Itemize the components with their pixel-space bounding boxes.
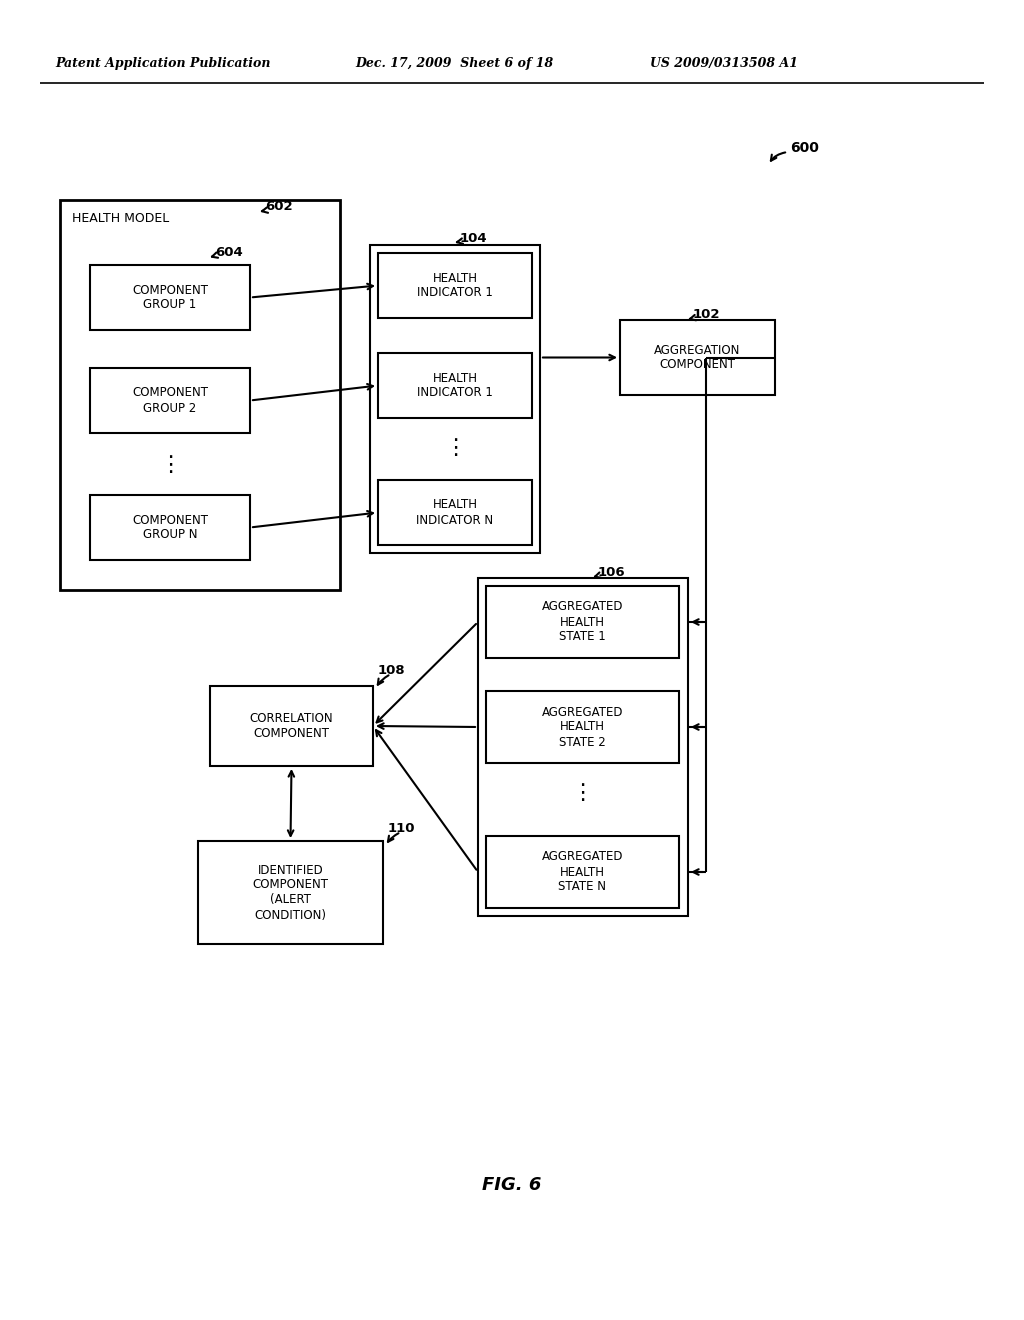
FancyBboxPatch shape xyxy=(486,836,679,908)
FancyBboxPatch shape xyxy=(370,246,540,553)
Text: ⋮: ⋮ xyxy=(159,455,181,475)
FancyBboxPatch shape xyxy=(90,368,250,433)
Text: 102: 102 xyxy=(693,309,721,322)
Text: HEALTH
INDICATOR 1: HEALTH INDICATOR 1 xyxy=(417,272,493,300)
Text: HEALTH MODEL: HEALTH MODEL xyxy=(72,211,169,224)
Text: ⋮: ⋮ xyxy=(443,438,466,458)
Text: 602: 602 xyxy=(265,201,293,214)
Text: AGGREGATED
HEALTH
STATE 2: AGGREGATED HEALTH STATE 2 xyxy=(542,705,624,748)
Text: 106: 106 xyxy=(598,565,626,578)
Text: COMPONENT
GROUP 2: COMPONENT GROUP 2 xyxy=(132,387,208,414)
Text: HEALTH
INDICATOR 1: HEALTH INDICATOR 1 xyxy=(417,371,493,400)
Text: AGGREGATED
HEALTH
STATE N: AGGREGATED HEALTH STATE N xyxy=(542,850,624,894)
FancyBboxPatch shape xyxy=(620,319,775,395)
FancyBboxPatch shape xyxy=(486,586,679,657)
Text: US 2009/0313508 A1: US 2009/0313508 A1 xyxy=(650,57,798,70)
Text: ⋮: ⋮ xyxy=(571,783,594,803)
FancyBboxPatch shape xyxy=(90,495,250,560)
FancyBboxPatch shape xyxy=(60,201,340,590)
FancyBboxPatch shape xyxy=(478,578,688,916)
FancyBboxPatch shape xyxy=(378,352,532,418)
Text: 604: 604 xyxy=(215,246,243,259)
FancyBboxPatch shape xyxy=(90,265,250,330)
Text: 104: 104 xyxy=(460,231,487,244)
Text: 110: 110 xyxy=(388,822,416,836)
FancyBboxPatch shape xyxy=(378,253,532,318)
Text: CORRELATION
COMPONENT: CORRELATION COMPONENT xyxy=(250,711,334,741)
FancyBboxPatch shape xyxy=(198,841,383,944)
Text: HEALTH
INDICATOR N: HEALTH INDICATOR N xyxy=(417,499,494,527)
Text: Patent Application Publication: Patent Application Publication xyxy=(55,57,270,70)
Text: 108: 108 xyxy=(378,664,406,677)
Text: AGGREGATED
HEALTH
STATE 1: AGGREGATED HEALTH STATE 1 xyxy=(542,601,624,644)
Text: IDENTIFIED
COMPONENT
(ALERT
CONDITION): IDENTIFIED COMPONENT (ALERT CONDITION) xyxy=(253,863,329,921)
FancyBboxPatch shape xyxy=(486,690,679,763)
Text: Dec. 17, 2009  Sheet 6 of 18: Dec. 17, 2009 Sheet 6 of 18 xyxy=(355,57,553,70)
FancyBboxPatch shape xyxy=(210,686,373,766)
Text: FIG. 6: FIG. 6 xyxy=(482,1176,542,1195)
FancyBboxPatch shape xyxy=(378,480,532,545)
Text: 600: 600 xyxy=(790,141,819,154)
Text: COMPONENT
GROUP 1: COMPONENT GROUP 1 xyxy=(132,284,208,312)
Text: COMPONENT
GROUP N: COMPONENT GROUP N xyxy=(132,513,208,541)
Text: AGGREGATION
COMPONENT: AGGREGATION COMPONENT xyxy=(654,343,740,371)
